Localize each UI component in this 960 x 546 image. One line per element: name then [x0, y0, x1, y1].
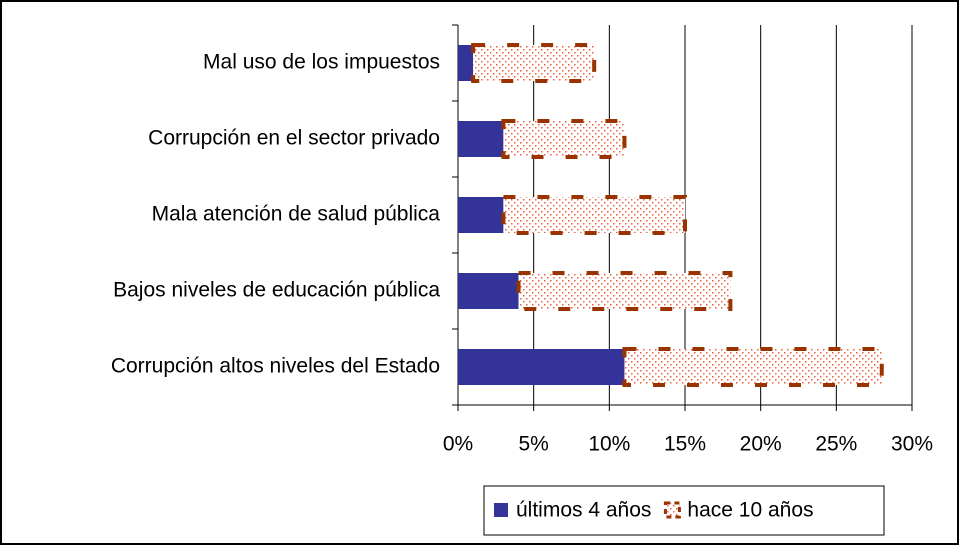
- x-tick-label: 5%: [518, 433, 548, 456]
- legend-swatch: [494, 503, 508, 517]
- y-tick-label: Corrupción en el sector privado: [148, 127, 440, 150]
- legend-label: hace 10 años: [687, 499, 813, 522]
- bar: [458, 45, 474, 81]
- bar: [471, 43, 597, 83]
- x-tick-label: 20%: [740, 433, 782, 456]
- y-tick-label: Mal uso de los impuestos: [203, 51, 440, 74]
- y-tick-label: Mala atención de salud pública: [152, 203, 441, 226]
- legend-box: [483, 485, 885, 536]
- bar: [458, 121, 504, 157]
- bar: [458, 349, 625, 385]
- bar: [458, 273, 519, 309]
- legend: últimos 4 años hace 10 años: [483, 485, 885, 536]
- bar: [501, 119, 627, 159]
- legend-swatch: [663, 501, 681, 519]
- bar: [622, 347, 884, 387]
- x-tick-label: 25%: [815, 433, 857, 456]
- x-tick-label: 10%: [588, 433, 630, 456]
- plot-area: 0% 5% 10% 15% 20% 25% 30% Mal uso de los impues…: [111, 24, 933, 456]
- bar: [458, 197, 504, 233]
- x-tick-label: 30%: [891, 433, 933, 456]
- y-tick-label: Corrupción altos niveles del Estado: [111, 355, 440, 378]
- x-tick-label: 0%: [443, 433, 473, 456]
- legend-label: últimos 4 años: [516, 499, 651, 522]
- y-tick-label: Bajos niveles de educación pública: [113, 279, 440, 302]
- x-tick-label: 15%: [664, 433, 706, 456]
- bar: [501, 195, 687, 235]
- bar: [516, 271, 733, 311]
